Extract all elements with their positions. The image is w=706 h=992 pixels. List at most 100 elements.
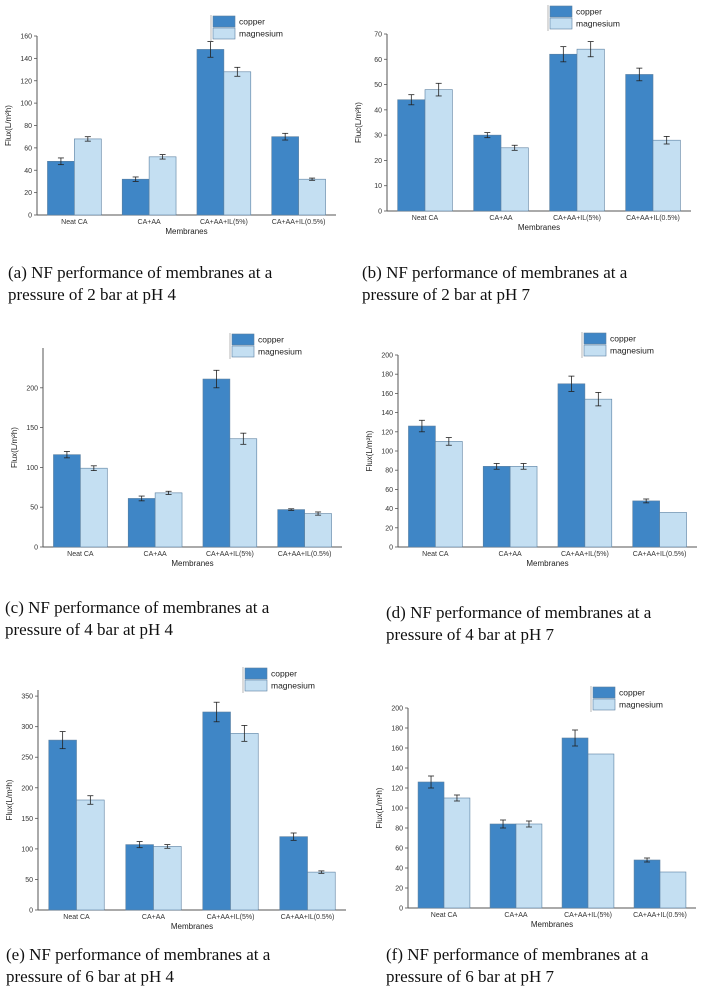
y-tick-label: 50 xyxy=(25,877,33,884)
x-tick-label: Neat CA xyxy=(422,551,449,558)
y-tick-label: 180 xyxy=(381,372,393,379)
y-axis-label: Flux(L/m²h) xyxy=(10,427,19,468)
x-tick-label: Neat CA xyxy=(431,912,458,919)
legend-swatch-copper xyxy=(244,667,268,680)
legend-swatch-magnesium xyxy=(592,698,616,711)
legend-label-magnesium: magnesium xyxy=(576,19,620,29)
y-tick-label: 40 xyxy=(395,866,403,873)
bar-magnesium-0 xyxy=(80,467,108,548)
chart-panel-f: 0 20 40 60 80 100 120 140 160 180 200 Neat CA CA+AA C… xyxy=(355,660,705,929)
legend-swatch-copper xyxy=(592,686,616,699)
y-tick-label: 0 xyxy=(34,545,38,552)
y-tick-label: 0 xyxy=(29,908,33,915)
y-tick-label: 40 xyxy=(385,506,393,513)
y-axis-label: Flux(L/m²h) xyxy=(375,787,384,828)
y-tick-label: 120 xyxy=(391,786,403,793)
y-tick-label: 20 xyxy=(395,886,403,893)
bar-copper-1 xyxy=(473,134,502,212)
x-tick-label: CA+AA+IL(0.5%) xyxy=(278,551,332,558)
bar-magnesium-1 xyxy=(148,156,177,216)
bar-copper-1 xyxy=(121,178,150,216)
caption-d: (d) NF performance of membranes at a pre… xyxy=(386,603,652,644)
bar-magnesium-3 xyxy=(652,139,681,212)
legend: copper magnesium xyxy=(581,332,654,358)
bar-magnesium-1 xyxy=(153,846,182,911)
bar-copper-2 xyxy=(196,49,225,216)
y-tick-label: 30 xyxy=(374,133,382,140)
bar-copper-0 xyxy=(417,781,445,909)
legend-label-magnesium: magnesium xyxy=(239,29,283,39)
caption-c: (c) NF performance of membranes at a pre… xyxy=(5,598,270,639)
bar-chart-c: 0 50 100 150 200 Neat CA CA+AA CA+AA+IL(5%) CA+A… xyxy=(10,333,342,568)
bar-copper-3 xyxy=(279,836,308,911)
bar-magnesium-1 xyxy=(515,823,543,909)
bar-copper-1 xyxy=(125,844,154,911)
legend-swatch-copper xyxy=(583,332,607,345)
legend-swatch-copper xyxy=(212,15,236,28)
x-tick-label: Neat CA xyxy=(63,914,90,921)
y-tick-label: 0 xyxy=(399,906,403,913)
chart-panel-c: 0 50 100 150 200 Neat CA CA+AA CA+AA+IL(5%) CA+A… xyxy=(0,330,350,585)
legend: copper magnesium xyxy=(229,333,302,359)
legend-swatch-magnesium xyxy=(583,344,607,357)
bar-magnesium-0 xyxy=(435,441,463,548)
bar-magnesium-1 xyxy=(509,466,538,548)
chart-panel-b: 0 10 20 30 40 50 60 70 Neat CA CA+AA CA+AA+IL(5%) C… xyxy=(354,0,705,250)
chart-panel-e: 0 50 100 150 200 250 300 350 Neat CA CA+AA CA+AA+I… xyxy=(0,660,350,931)
bar-magnesium-1 xyxy=(500,147,529,212)
legend-swatch-magnesium xyxy=(549,17,573,30)
y-tick-label: 100 xyxy=(381,449,393,456)
y-tick-label: 160 xyxy=(20,34,32,41)
bar-magnesium-3 xyxy=(307,871,336,911)
x-axis-label: Membranes xyxy=(165,227,207,236)
legend-label-copper: copper xyxy=(271,669,297,679)
bar-copper-2 xyxy=(549,53,578,212)
x-tick-label: CA+AA+IL(5%) xyxy=(200,219,248,226)
y-tick-label: 350 xyxy=(21,694,33,701)
caption-e: (e) NF performance of membranes at a pre… xyxy=(6,945,271,986)
bar-magnesium-1 xyxy=(154,492,183,548)
bar-copper-0 xyxy=(53,454,81,548)
legend-label-magnesium: magnesium xyxy=(271,681,315,691)
legend-swatch-magnesium xyxy=(231,345,255,358)
x-tick-label: CA+AA+IL(5%) xyxy=(561,551,609,558)
bar-copper-3 xyxy=(271,136,299,216)
y-tick-label: 120 xyxy=(381,429,393,436)
y-tick-label: 50 xyxy=(30,505,38,512)
bar-magnesium-0 xyxy=(76,799,105,911)
bar-copper-2 xyxy=(561,737,589,909)
y-tick-label: 40 xyxy=(374,107,382,114)
legend-label-magnesium: magnesium xyxy=(619,700,663,710)
x-tick-label: CA+AA xyxy=(489,215,512,222)
bar-magnesium-3 xyxy=(659,512,687,548)
y-tick-label: 60 xyxy=(374,57,382,64)
y-tick-label: 160 xyxy=(381,391,393,398)
bar-copper-3 xyxy=(277,509,305,548)
bar-magnesium-3 xyxy=(298,178,326,216)
y-tick-label: 60 xyxy=(395,846,403,853)
y-tick-label: 200 xyxy=(381,353,393,360)
bar-copper-1 xyxy=(127,498,156,548)
y-tick-label: 0 xyxy=(28,213,32,220)
bar-magnesium-3 xyxy=(304,513,332,548)
y-axis-label: Flux(L/m²h) xyxy=(365,430,374,471)
bar-copper-3 xyxy=(625,74,654,212)
y-tick-label: 50 xyxy=(374,82,382,89)
legend-label-copper: copper xyxy=(610,334,636,344)
chart-panel-d: 0 20 40 60 80 100 120 140 160 180 200 Neat CA CA+AA C… xyxy=(355,330,705,585)
x-tick-label: Neat CA xyxy=(412,215,439,222)
y-tick-label: 10 xyxy=(374,183,382,190)
y-tick-label: 60 xyxy=(24,145,32,152)
x-tick-label: CA+AA+IL(0.5%) xyxy=(272,219,326,226)
x-tick-label: CA+AA+IL(5%) xyxy=(206,551,254,558)
bar-magnesium-2 xyxy=(223,71,252,216)
x-tick-label: CA+AA xyxy=(144,551,167,558)
y-tick-label: 80 xyxy=(385,468,393,475)
bar-magnesium-0 xyxy=(74,138,102,216)
x-tick-label: CA+AA+IL(5%) xyxy=(564,912,612,919)
bar-chart-b: 0 10 20 30 40 50 60 70 Neat CA CA+AA CA+AA+IL(5%) C… xyxy=(354,5,691,232)
legend: copper magnesium xyxy=(210,15,283,41)
y-tick-label: 300 xyxy=(21,724,33,731)
y-axis-label: Flux(L/m²h) xyxy=(4,105,13,146)
y-axis-label: Fluc(L/m²h) xyxy=(354,102,363,143)
